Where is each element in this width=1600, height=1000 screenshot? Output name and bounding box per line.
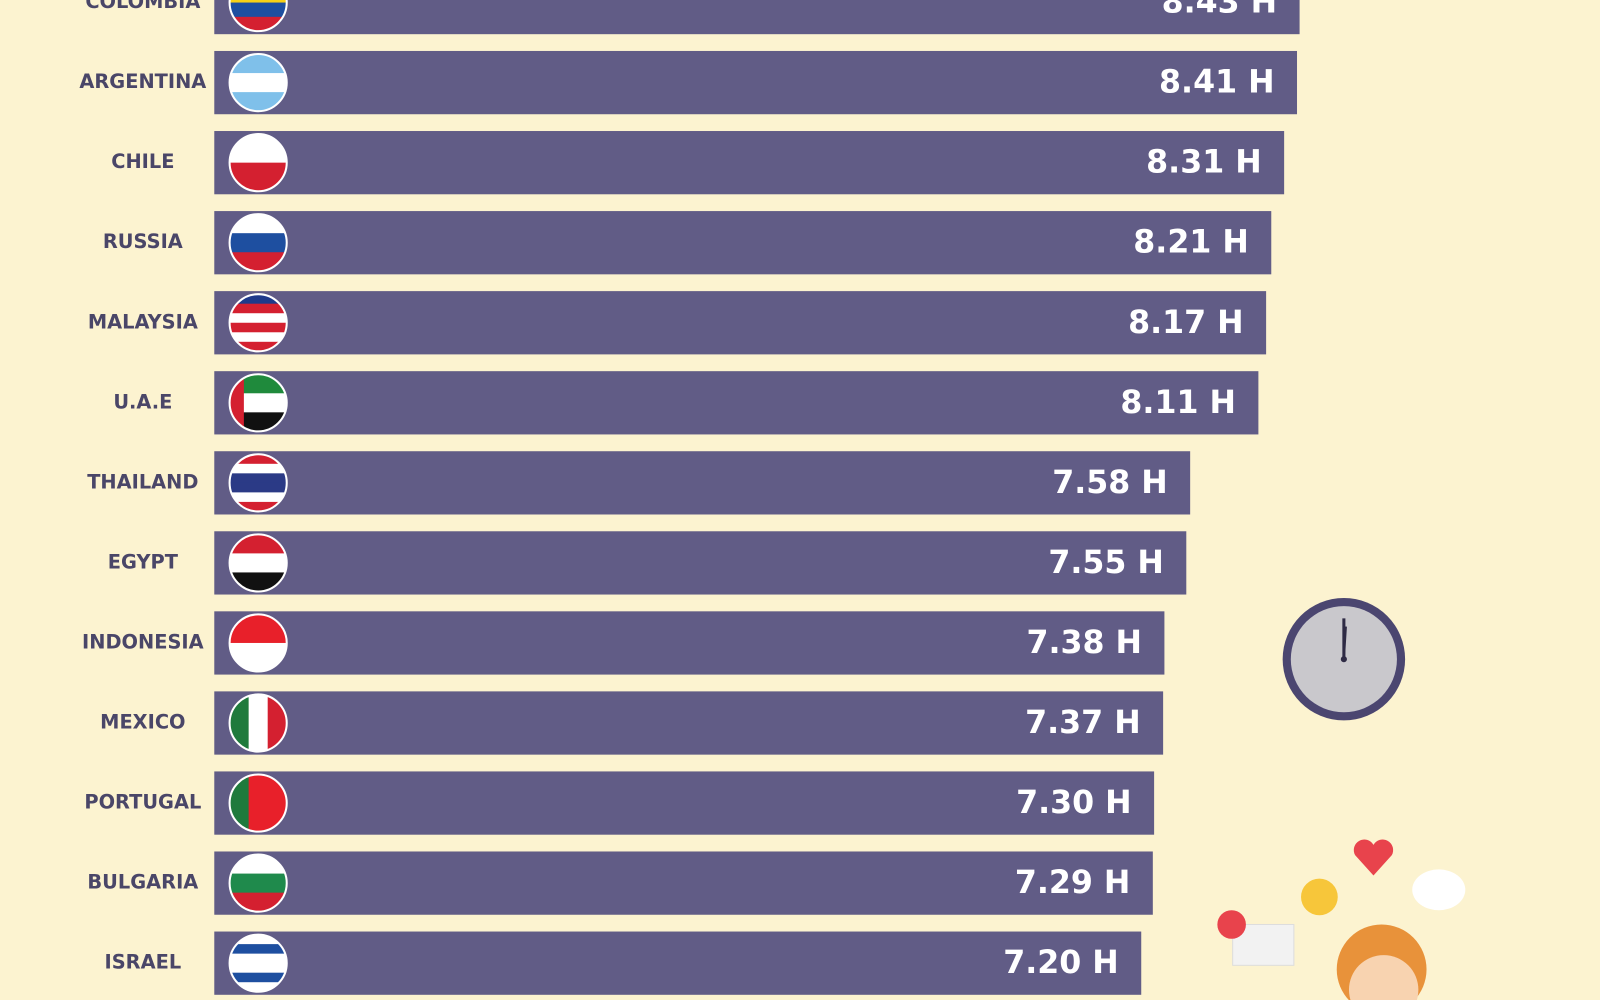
flag-stripe xyxy=(229,982,287,992)
flag-stripe xyxy=(229,454,287,465)
bar xyxy=(214,131,1285,195)
flag-stripe xyxy=(229,332,287,343)
flag xyxy=(229,774,287,832)
flag-border xyxy=(228,0,288,33)
bar xyxy=(214,211,1272,275)
bar xyxy=(214,851,1153,915)
flag-stripe xyxy=(229,944,287,955)
flag-border xyxy=(228,773,288,833)
value-label: 8.43 H xyxy=(1162,0,1278,21)
flag-border xyxy=(228,533,288,593)
flag-stripe xyxy=(229,303,287,314)
flag-stripe xyxy=(229,501,287,512)
category-label: MALAYSIA xyxy=(88,310,198,333)
category-label: ARGENTINA xyxy=(79,70,206,93)
value-label: 7.30 H xyxy=(1016,785,1132,821)
category-label: U.A.E xyxy=(113,390,172,413)
flag-stripe xyxy=(229,963,287,974)
flag-stripe xyxy=(248,774,269,832)
value-label: 8.21 H xyxy=(1133,225,1249,261)
value-label: 7.55 H xyxy=(1048,545,1164,581)
flag-stripe xyxy=(248,694,269,752)
value-label: 7.58 H xyxy=(1052,465,1168,501)
value-label: 7.37 H xyxy=(1025,705,1141,741)
bar xyxy=(214,371,1259,435)
value-label: 7.29 H xyxy=(1015,865,1131,901)
flag-stripe xyxy=(229,473,287,484)
category-label: BULGARIA xyxy=(87,871,198,894)
flag-stripe xyxy=(229,953,287,964)
bar xyxy=(214,771,1155,835)
flag-stripe xyxy=(229,553,287,573)
flag-border xyxy=(228,453,288,513)
category-label: COLOMBIA xyxy=(85,0,200,13)
flag-border xyxy=(228,293,288,353)
bar xyxy=(214,691,1164,755)
flag-border xyxy=(228,853,288,913)
category-label: THAILAND xyxy=(87,470,198,493)
flag-border xyxy=(228,613,288,673)
value-label: 8.17 H xyxy=(1128,305,1244,341)
bar xyxy=(214,0,1300,35)
flag-stripe xyxy=(229,73,287,93)
social-decoration xyxy=(1217,839,1466,1000)
flag-stripe xyxy=(229,2,287,18)
flag-stripe xyxy=(229,972,287,983)
flag-border xyxy=(228,373,288,433)
bar xyxy=(214,451,1191,515)
category-label: CHILE xyxy=(111,150,174,173)
category-label: EGYPT xyxy=(108,550,179,573)
flag-stripe xyxy=(229,313,287,324)
value-label: 8.11 H xyxy=(1120,385,1236,421)
flag-border xyxy=(228,933,288,993)
bar xyxy=(214,931,1142,995)
value-label: 7.20 H xyxy=(1003,945,1119,981)
flag-stripe xyxy=(229,482,287,493)
flag-border xyxy=(228,133,288,193)
flag-stripe xyxy=(229,341,287,352)
flag-border xyxy=(228,693,288,753)
category-label: MEXICO xyxy=(100,711,185,734)
bar xyxy=(214,611,1165,675)
bar xyxy=(214,291,1267,355)
flag-stripe xyxy=(229,934,287,945)
flag-stripe xyxy=(229,463,287,474)
value-label: 8.31 H xyxy=(1146,145,1262,181)
flag xyxy=(229,934,287,992)
category-label: INDONESIA xyxy=(82,630,204,653)
category-label: RUSSIA xyxy=(103,230,183,253)
flag-stripe xyxy=(229,322,287,333)
flag-stripe xyxy=(229,294,287,305)
bar xyxy=(214,50,1298,115)
flag-stripe xyxy=(229,233,287,253)
flag-border xyxy=(228,213,288,273)
value-label: 8.41 H xyxy=(1159,65,1275,101)
category-label: ISRAEL xyxy=(105,951,182,974)
value-label: 7.38 H xyxy=(1026,625,1142,661)
flag xyxy=(229,294,287,352)
clock xyxy=(1282,597,1406,721)
bar xyxy=(214,531,1187,595)
flag-stripe xyxy=(229,873,287,894)
category-label: PORTUGAL xyxy=(84,791,201,814)
flag-stripe xyxy=(229,0,287,4)
flag-stripe xyxy=(229,492,287,503)
flag-border xyxy=(228,53,288,113)
flag xyxy=(229,454,287,512)
